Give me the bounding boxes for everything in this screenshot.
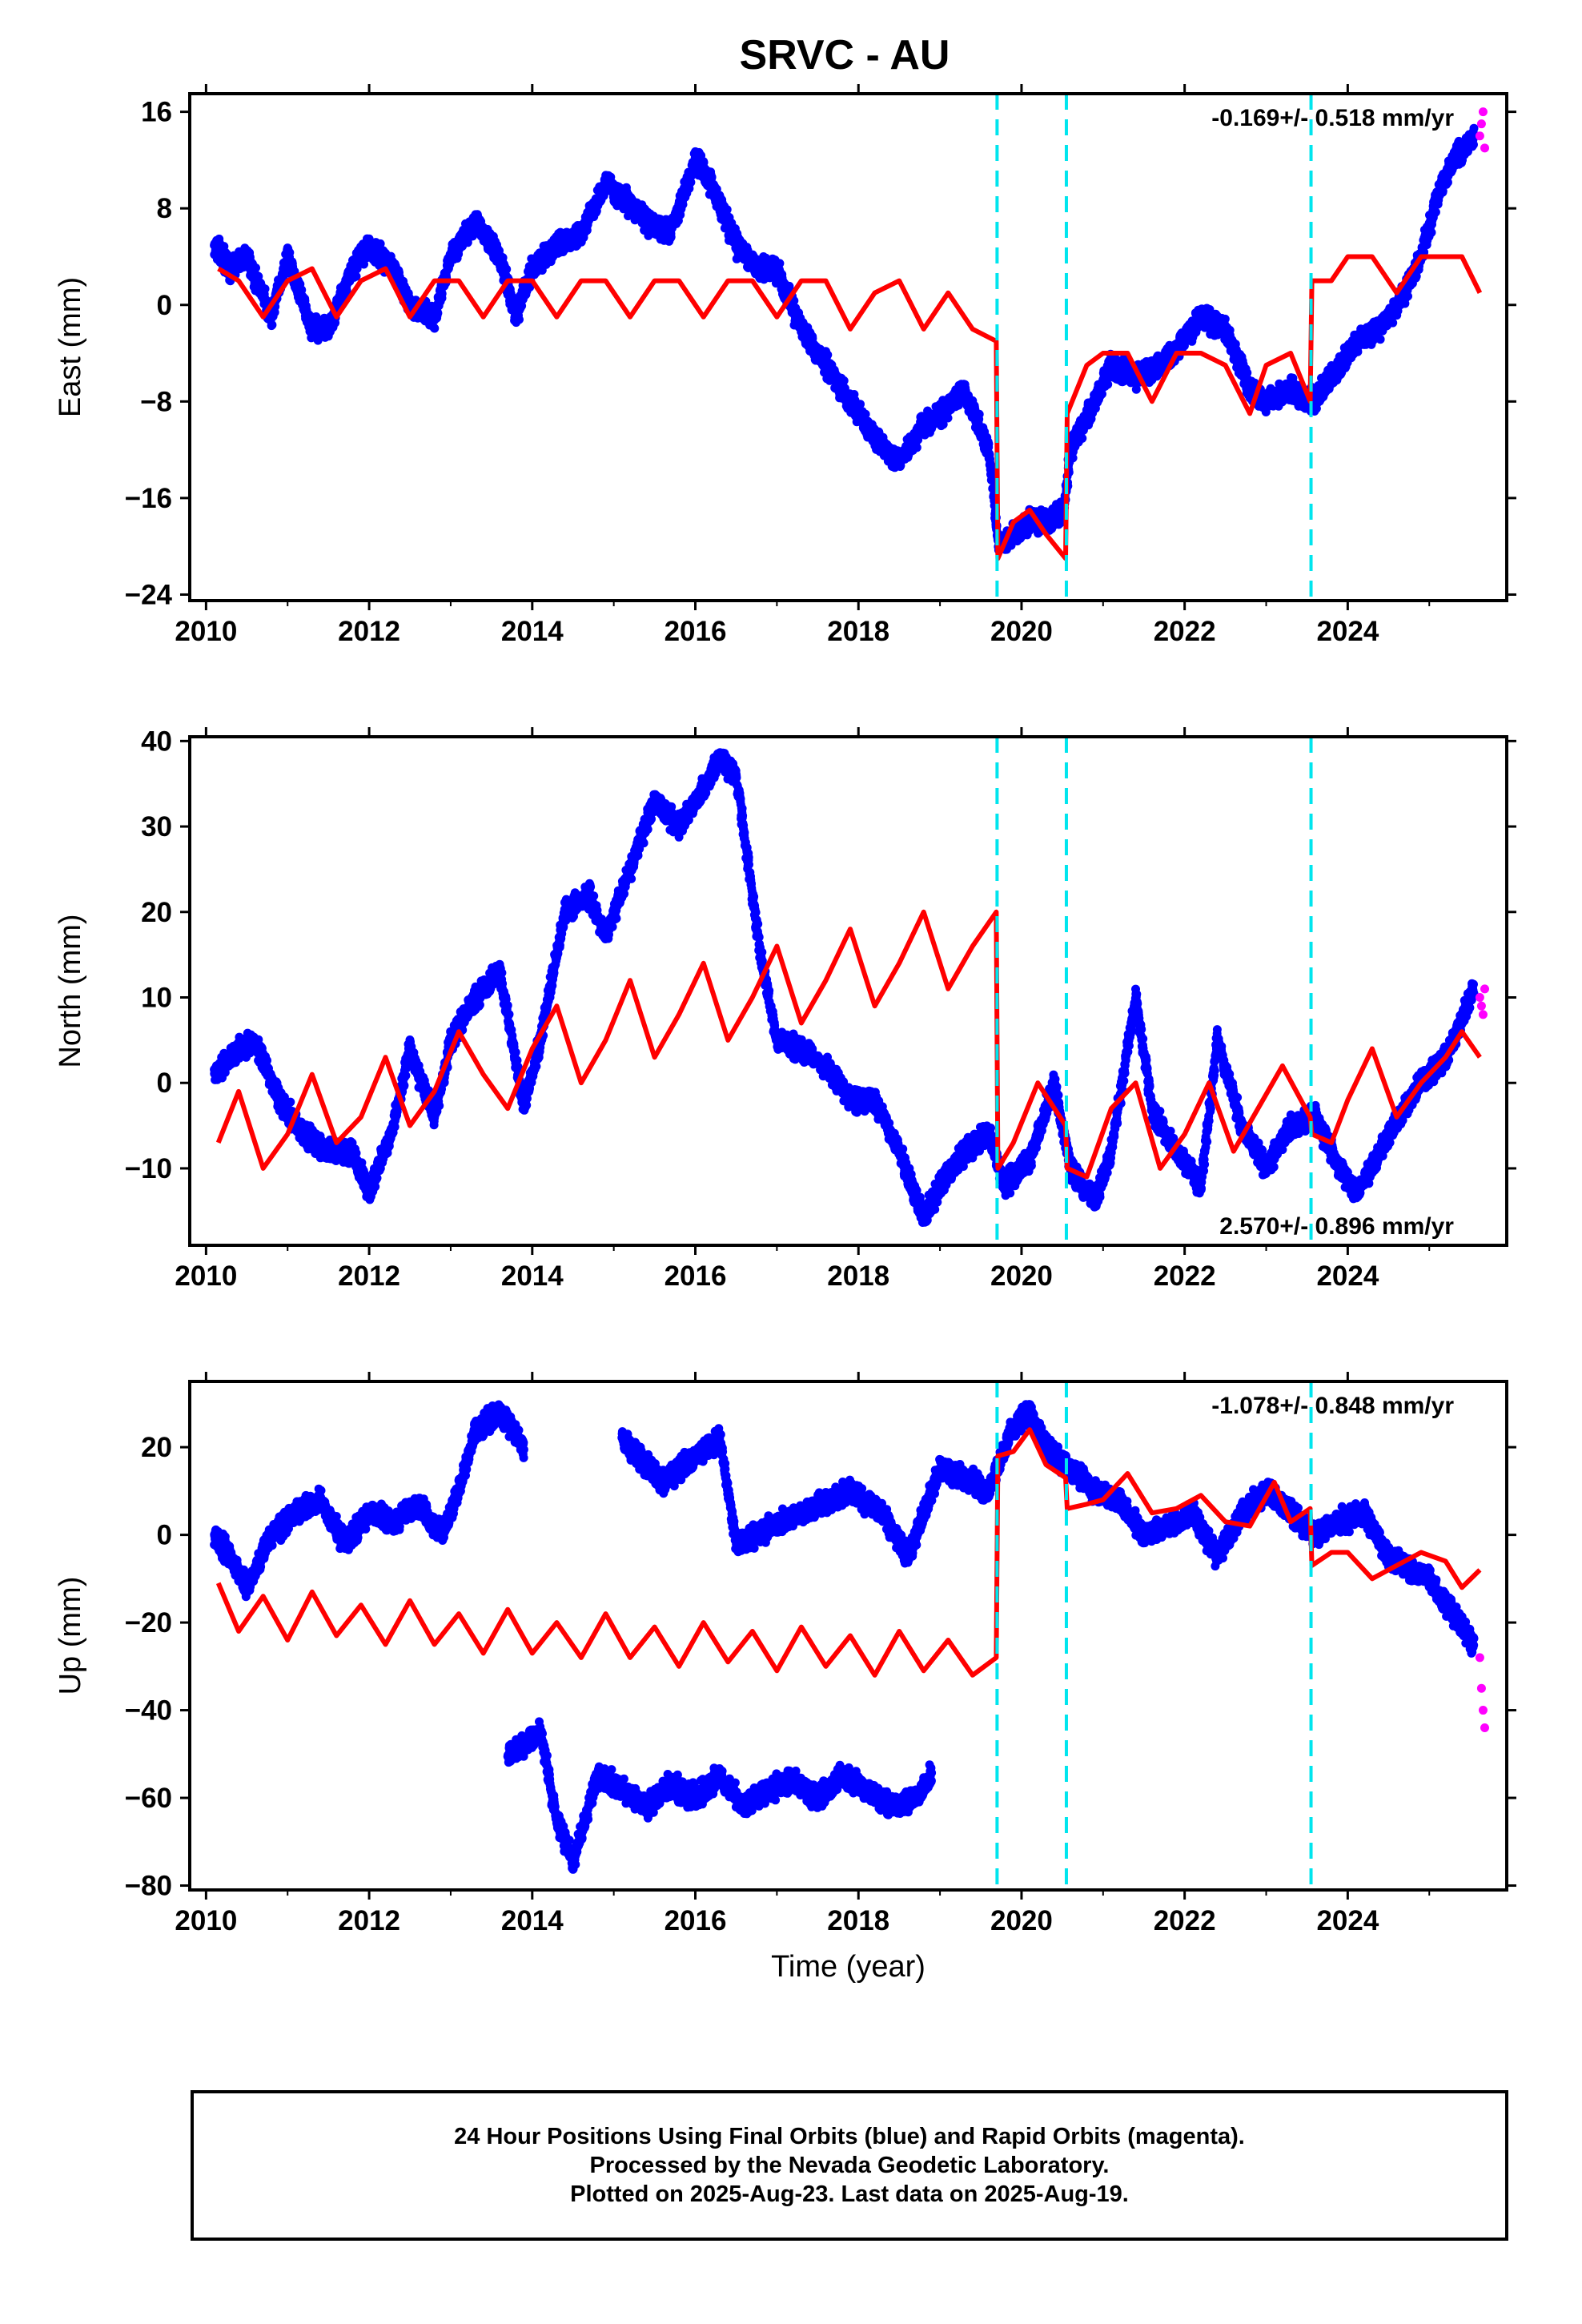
data-point: [297, 285, 307, 295]
data-point: [912, 443, 921, 452]
data-point: [517, 301, 527, 311]
data-point: [342, 286, 351, 296]
data-point: [775, 259, 785, 268]
data-point: [285, 247, 295, 257]
data-point: [974, 409, 984, 419]
data-point: [722, 205, 732, 215]
data-point: [1103, 380, 1113, 389]
east-final-points: [210, 123, 1479, 555]
data-point: [430, 324, 440, 333]
east-plot-area: [210, 107, 1489, 561]
data-point: [1220, 314, 1230, 324]
data-point: [267, 320, 277, 330]
data-point: [260, 284, 270, 294]
data-point: [1078, 433, 1087, 443]
data-point: [515, 315, 524, 324]
data-point: [839, 376, 849, 385]
data-point: [502, 264, 512, 274]
data-point: [437, 289, 447, 299]
data-point: [251, 263, 260, 272]
panel-east: 2010 2012 2014 2016 2018 2020 2022 2024−24−16−8…: [54, 84, 1516, 647]
data-point: [433, 308, 443, 318]
data-point: [666, 232, 676, 242]
data-point: [823, 350, 833, 360]
chart-title: SRVC - AU: [740, 32, 950, 78]
data-point: [351, 271, 361, 281]
data-point: [984, 439, 994, 448]
